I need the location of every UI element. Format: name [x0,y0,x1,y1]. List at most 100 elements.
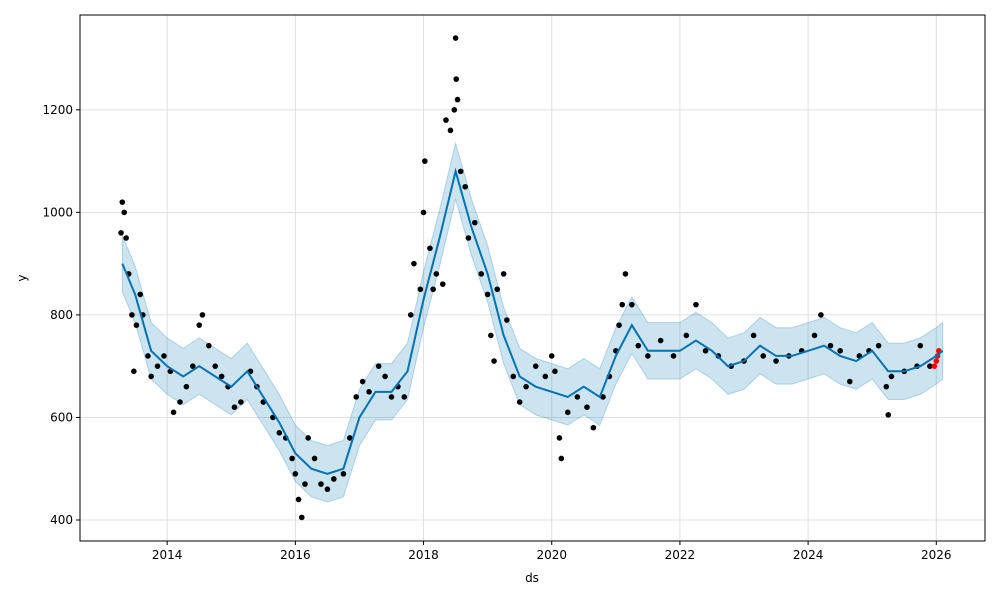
data-point [289,455,295,462]
data-point [657,337,664,344]
data-point [635,342,642,349]
forecast-line [121,167,944,475]
data-point [462,183,469,190]
data-point [811,332,818,339]
data-point [760,353,767,359]
data-point [510,373,517,380]
data-point [451,107,458,113]
data-point [504,317,510,323]
data-point [118,230,124,236]
data-point [454,96,461,103]
data-point [137,291,144,298]
data-point [933,358,940,364]
data-point [488,332,494,339]
data-point [212,363,219,369]
data-point [411,260,417,267]
data-point [427,245,433,252]
data-point [888,373,895,380]
data-point [382,373,388,380]
y-tick-label: 600 [50,410,73,424]
data-point [407,312,414,318]
data-point [121,209,128,216]
data-point [305,435,311,441]
data-point [885,412,892,418]
data-point [600,394,606,400]
x-tick-label: 2014 [152,548,183,562]
data-point [123,235,129,241]
data-point [931,363,938,369]
data-point [453,76,460,82]
data-point [447,127,454,134]
data-point [465,235,472,241]
data-point [616,322,622,328]
data-point [430,286,436,293]
data-point [340,471,347,477]
data-point [206,342,212,349]
data-point [145,353,151,359]
data-point [119,199,126,205]
data-point [750,332,757,339]
data-point [443,117,449,123]
data-point [183,383,190,390]
data-point [420,209,427,216]
data-point [917,342,924,349]
data-point [516,399,523,405]
data-point [542,373,549,380]
y-tick-label: 800 [50,308,73,322]
data-point [302,481,308,487]
data-point [129,312,135,318]
data-point [359,378,366,385]
data-point [584,404,590,410]
data-point [670,353,677,359]
data-point [133,322,140,328]
data-point [298,514,305,521]
data-point [148,373,154,380]
x-axis-label: ds [525,571,539,585]
data-point [478,271,485,277]
data-point [331,476,337,482]
data-point [276,430,283,436]
data-point [190,363,196,369]
data-point [324,486,331,493]
data-point [564,409,571,416]
data-point [401,394,408,400]
data-point [558,455,565,462]
data-point [347,435,353,441]
data-point [422,158,428,164]
data-point [683,332,690,339]
data-point [532,363,539,369]
data-point [590,424,597,431]
data-point [883,383,890,390]
data-point [311,455,318,462]
data-point [238,399,244,405]
data-point [295,496,302,503]
data-point [818,312,824,318]
data-point [619,301,626,308]
data-point [366,389,372,395]
data-point [494,286,501,293]
x-tick-label: 2022 [665,548,696,562]
data-point [353,394,360,400]
data-point [417,286,424,293]
y-tick-label: 1200 [42,103,73,117]
data-point [231,404,238,410]
data-point [161,353,167,359]
data-point [433,271,440,277]
data-point [548,353,555,359]
data-point [472,219,478,226]
data-point [154,363,161,369]
data-point [170,409,177,416]
data-point [375,363,382,369]
data-point [927,363,933,369]
data-point [875,342,882,349]
y-tick-label: 1000 [42,205,73,219]
data-point [292,471,299,477]
x-tick-label: 2020 [536,548,567,562]
data-point [552,368,558,375]
uncertainty-band [121,141,944,503]
data-point [131,368,137,375]
data-point [177,399,183,405]
data-point [457,168,464,175]
